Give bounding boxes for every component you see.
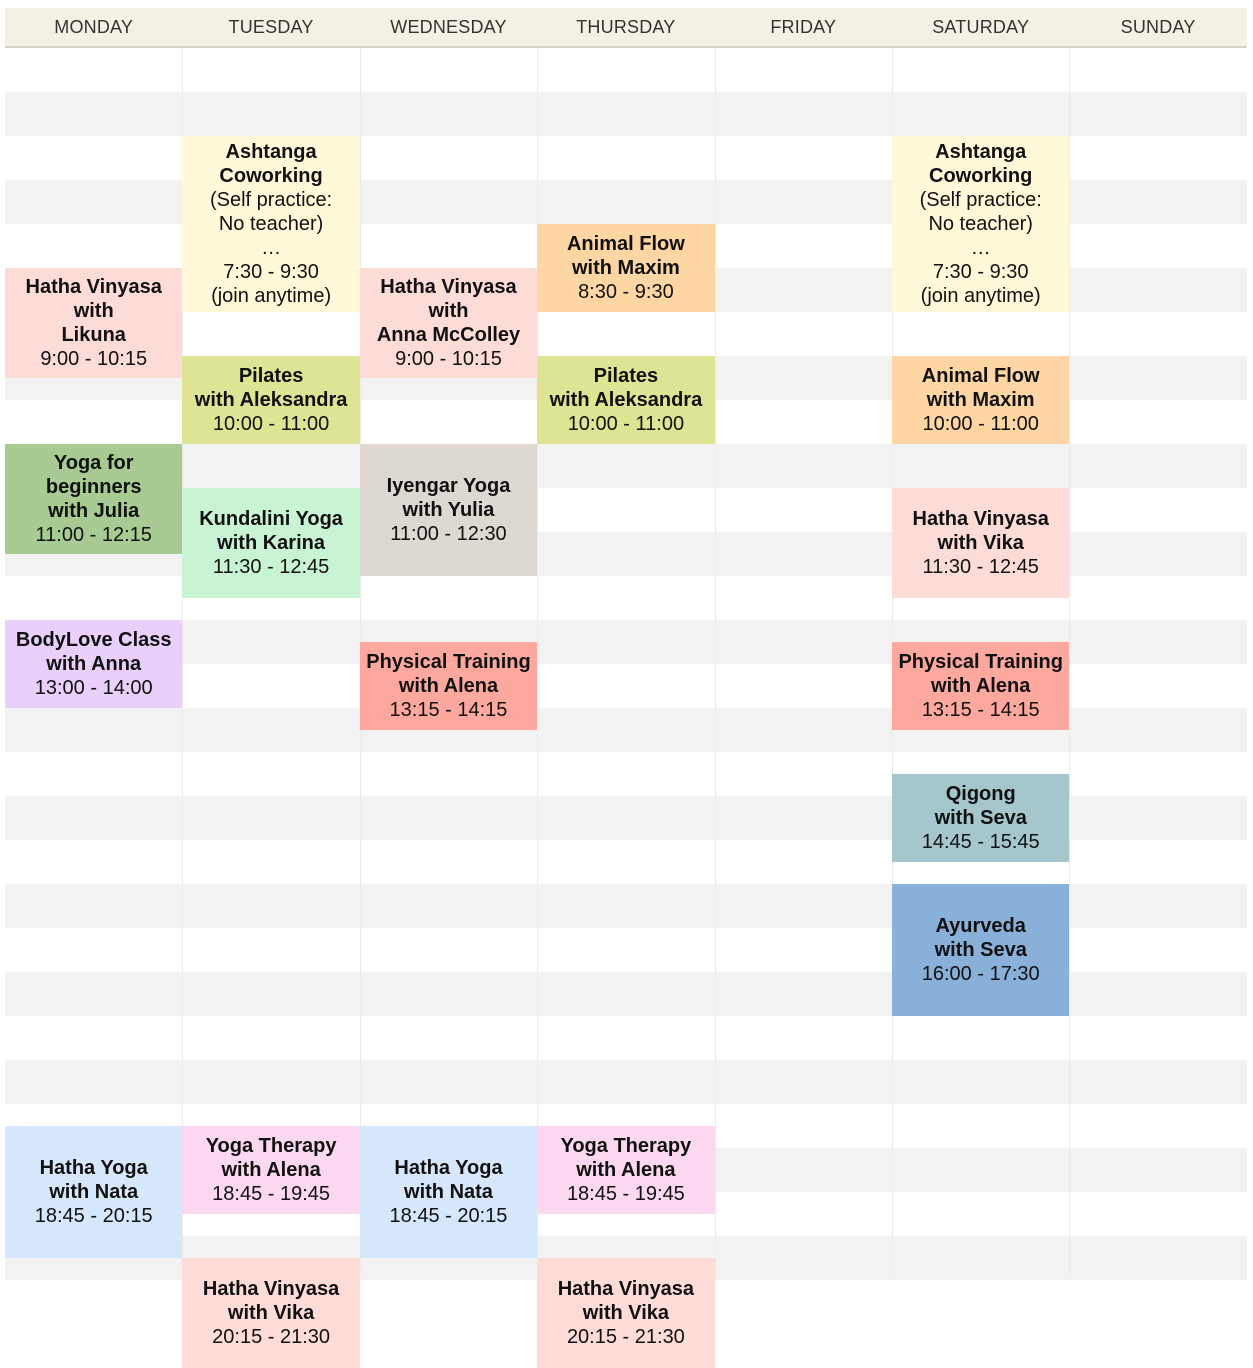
class-title: Physical Training with Alena [366,651,531,697]
class-title: Hatha Vinyasa with Vika [557,1278,695,1325]
day-header-sunday: SUNDAY [1120,17,1196,37]
class-block[interactable]: Physical Training with Alena 13:15 - 14:1… [892,642,1070,730]
class-title: Ashtanga Coworking [929,141,1033,187]
class-title: Hatha Yoga with Nata [39,1157,148,1204]
day-header-tuesday: TUESDAY [228,17,314,37]
class-title: Hatha Vinyasa with Vika [202,1278,340,1325]
class-title: Ayurveda with Seva [934,915,1027,962]
class-time: 11:00 - 12:30 [390,523,507,545]
class-time: 9:00 - 10:15 [40,348,148,370]
day-header-monday: MONDAY [54,17,134,37]
class-time: 11:30 - 12:45 [922,556,1039,578]
class-title: Pilates with Aleksandra [549,365,703,411]
class-time: 18:45 - 19:45 [212,1183,331,1206]
class-time: 10:00 - 11:00 [567,413,685,435]
class-block[interactable]: Hatha Vinyasa with Vika 20:15 - 21:30 [182,1258,360,1368]
class-block[interactable]: Ashtanga Coworking (Self practice: No tea… [892,136,1070,312]
class-title: Kundalini Yoga with Karina [199,508,343,554]
class-block[interactable]: Ayurveda with Seva 16:00 - 17:30 [892,884,1070,1017]
class-time: 13:15 - 14:15 [389,699,508,721]
grid-row [5,1016,1247,1060]
grid-column-line [714,48,716,1276]
class-extra-note: (join anytime) [211,285,332,307]
class-time: 18:45 - 20:15 [389,1205,508,1228]
class-block[interactable]: Qigong with Seva 14:45 - 15:45 [892,774,1070,863]
class-title: Hatha Vinyasa with Vika [912,508,1049,554]
class-title: Yoga Therapy with Alena [205,1135,337,1182]
class-title: Animal Flow with Maxim [921,365,1040,411]
class-title: BodyLove Class with Anna [15,629,172,675]
class-time: 7:30 - 9:30 [932,261,1029,283]
class-note: (Self practice: No teacher) … [919,189,1042,259]
grid-row [5,312,1247,356]
class-block[interactable]: Ashtanga Coworking (Self practice: No tea… [182,136,360,312]
class-title: Hatha Vinyasa with Anna McColley [376,276,521,346]
class-block[interactable]: Iyengar Yoga with Yulia 11:00 - 12:30 [359,444,538,576]
weekly-schedule: MONDAY TUESDAY WEDNESDAY THURSDAY FRIDAY… [5,8,1247,1368]
class-block[interactable]: Hatha Yoga with Nata 18:45 - 20:15 [5,1126,183,1259]
grid-row [5,92,1247,136]
day-header-saturday: SATURDAY [932,17,1030,37]
class-time: 8:30 - 9:30 [578,281,674,303]
class-block[interactable]: Animal Flow with Maxim 8:30 - 9:30 [537,224,715,312]
class-block[interactable]: Yoga Therapy with Alena 18:45 - 19:45 [537,1126,715,1215]
class-time: 14:45 - 15:45 [921,831,1040,854]
class-time: 16:00 - 17:30 [921,963,1040,986]
class-title: Hatha Vinyasa with Likuna [25,276,162,346]
class-block[interactable]: Hatha Vinyasa with Anna McColley 9:00 - 1… [359,268,538,378]
class-time: 20:15 - 21:30 [212,1326,331,1349]
day-header-friday: FRIDAY [770,17,837,37]
grid-column-line [537,48,539,1276]
class-time: 11:30 - 12:45 [212,556,330,578]
class-block[interactable]: Pilates with Aleksandra 10:00 - 11:00 [182,356,360,444]
class-block[interactable]: Hatha Vinyasa with Likuna 9:00 - 10:15 [5,268,183,378]
grid-row [5,48,1247,92]
class-time: 18:45 - 20:15 [34,1205,153,1228]
class-extra-note: (join anytime) [920,285,1041,307]
grid-row [5,444,1247,488]
class-title: Animal Flow with Maxim [566,233,685,279]
class-title: Iyengar Yoga with Yulia [386,475,511,521]
class-time: 20:15 - 21:30 [566,1326,685,1349]
class-time: 18:45 - 19:45 [566,1183,685,1206]
class-title: Hatha Yoga with Nata [394,1157,503,1204]
class-time: 13:00 - 14:00 [34,677,153,699]
day-header-wednesday: WEDNESDAY [390,17,507,37]
grid-row [5,1060,1247,1104]
class-block[interactable]: Yoga Therapy with Alena 18:45 - 19:45 [182,1126,360,1215]
day-header-row: MONDAY TUESDAY WEDNESDAY THURSDAY FRIDAY… [5,8,1247,48]
grid-column-line [1069,48,1071,1276]
class-block[interactable]: Hatha Vinyasa with Vika 11:30 - 12:45 [892,488,1070,598]
class-title: Pilates with Aleksandra [194,365,348,411]
class-time: 7:30 - 9:30 [223,261,319,283]
class-block[interactable]: Kundalini Yoga with Karina 11:30 - 12:45 [182,488,360,598]
class-time: 10:00 - 11:00 [212,413,330,435]
class-block[interactable]: BodyLove Class with Anna 13:00 - 14:00 [5,620,183,708]
class-note: (Self practice: No teacher) … [209,189,333,259]
class-time: 11:00 - 12:15 [35,524,152,546]
class-time: 13:15 - 14:15 [921,699,1040,721]
class-block[interactable]: Pilates with Aleksandra 10:00 - 11:00 [537,356,715,444]
class-title: Qigong with Seva [934,783,1027,830]
class-title: Ashtanga Coworking [219,141,323,187]
class-block[interactable]: Yoga for beginners with Julia 11:00 - 12:… [5,444,183,554]
class-block[interactable]: Hatha Yoga with Nata 18:45 - 20:15 [359,1126,538,1259]
class-title: Yoga for beginners with Julia [45,452,142,522]
class-block[interactable]: Animal Flow with Maxim 10:00 - 11:00 [892,356,1070,444]
class-block[interactable]: Physical Training with Alena 13:15 - 14:1… [359,642,538,730]
class-title: Yoga Therapy with Alena [560,1135,692,1182]
class-block[interactable]: Hatha Vinyasa with Vika 20:15 - 21:30 [537,1258,715,1368]
day-header-thursday: THURSDAY [576,17,676,37]
class-time: 9:00 - 10:15 [395,348,502,370]
class-time: 10:00 - 11:00 [922,413,1039,435]
class-title: Physical Training with Alena [898,651,1063,697]
grid-column-line [182,48,184,1276]
